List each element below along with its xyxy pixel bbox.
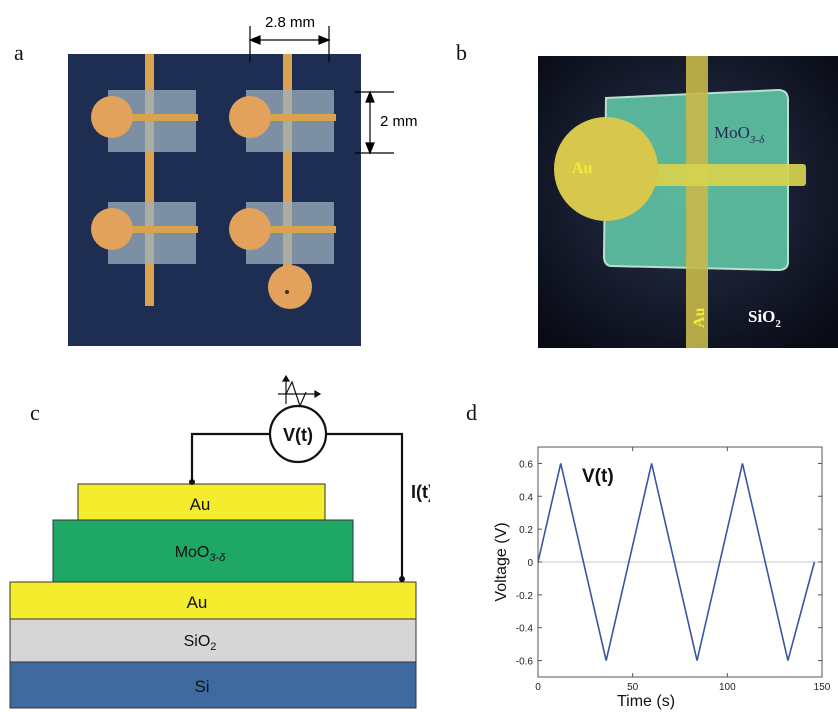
panel-a-au-pad [91,96,133,138]
layer-au-top-label: Au [190,495,211,514]
panel-a-height-dimension [355,90,394,155]
panel-c-letter: c [30,400,40,425]
layer-si-label: Si [194,677,209,696]
chart-title: V(t) [582,466,614,487]
panel-b-au-disk [554,117,658,221]
panel-a-device-grid [91,90,336,309]
panel-b-label-sio2: SiO2 [748,307,781,330]
panel-a-au-pad [91,208,133,250]
layer-moo [52,519,354,583]
layer-moo-label: MoO3-δ [175,544,226,564]
voltage-source [268,404,328,464]
panel-a-photo: 2.8 mm 2 mm [68,14,418,346]
panel-a-letter: a [14,40,24,65]
wire-contact-top [189,479,195,485]
layer-si [9,661,417,709]
wire-contact-bottom [399,576,405,582]
panel-b-au-finger [630,164,806,186]
panel-d-chart: V(t) Time (s) Voltage (V) -0.6 -0.4 -0.2 0 0… [493,446,831,710]
panel-a-height-label: 2 mm [380,113,418,130]
panel-a-width-label: 2.8 mm [265,14,315,31]
y-tick-label: 0.6 [519,459,533,470]
panel-b-photo: Au Au MoO3-δ SiO2 [538,56,838,348]
layer-au-top [77,483,326,521]
y-tick-label: -0.2 [516,591,534,602]
layer-sio2 [9,618,417,663]
panel-b-au-strip [686,56,708,348]
panel-b-label-moo: MoO3-δ [714,123,765,146]
y-tick-label: -0.6 [516,657,534,668]
panel-a-au-pad [229,208,271,250]
x-tick-label: 100 [719,682,736,693]
panel-b-letter: b [456,40,467,65]
layer-au-bottom [9,581,417,620]
y-tick-label: 0.2 [519,525,533,536]
panel-a-au-finger [250,114,336,121]
panel-a-au-finger [112,114,198,121]
x-tick-label: 50 [627,682,639,693]
y-tick-label: -0.4 [516,624,534,635]
panel-a-au-finger [250,226,336,233]
panel-a-au-strip [145,54,154,306]
panel-a-au-pad [268,265,312,309]
current-label: I(t) [411,482,430,502]
panel-b-label-au-disk: Au [572,160,593,177]
y-tick-label: 0.4 [519,492,533,503]
panel-b-label-au-strip: Au [691,307,708,328]
panel-a-au-finger [112,226,198,233]
circuit-wire [190,432,404,578]
layer-au-bottom-label: Au [187,593,208,612]
panel-a-defect [285,290,289,294]
x-axis-label: Time (s) [617,693,675,710]
y-tick-label: 0 [527,558,533,569]
panel-a-au-strip [283,54,292,294]
panel-a-width-dimension [248,26,331,62]
waveform-icon [278,374,322,408]
voltage-series-line [537,463,816,661]
panel-a-au-pad [229,96,271,138]
voltage-source-label: V(t) [283,425,313,445]
y-axis-label: Voltage (V) [493,522,510,601]
panel-d-letter: d [466,400,477,425]
x-tick-label: 0 [535,682,541,693]
panel-c-schematic: Si SiO2 Au MoO3-δ Au V(t) I(t) [9,374,430,709]
layer-sio2-label: SiO2 [184,633,217,653]
x-tick-label: 150 [814,682,831,693]
